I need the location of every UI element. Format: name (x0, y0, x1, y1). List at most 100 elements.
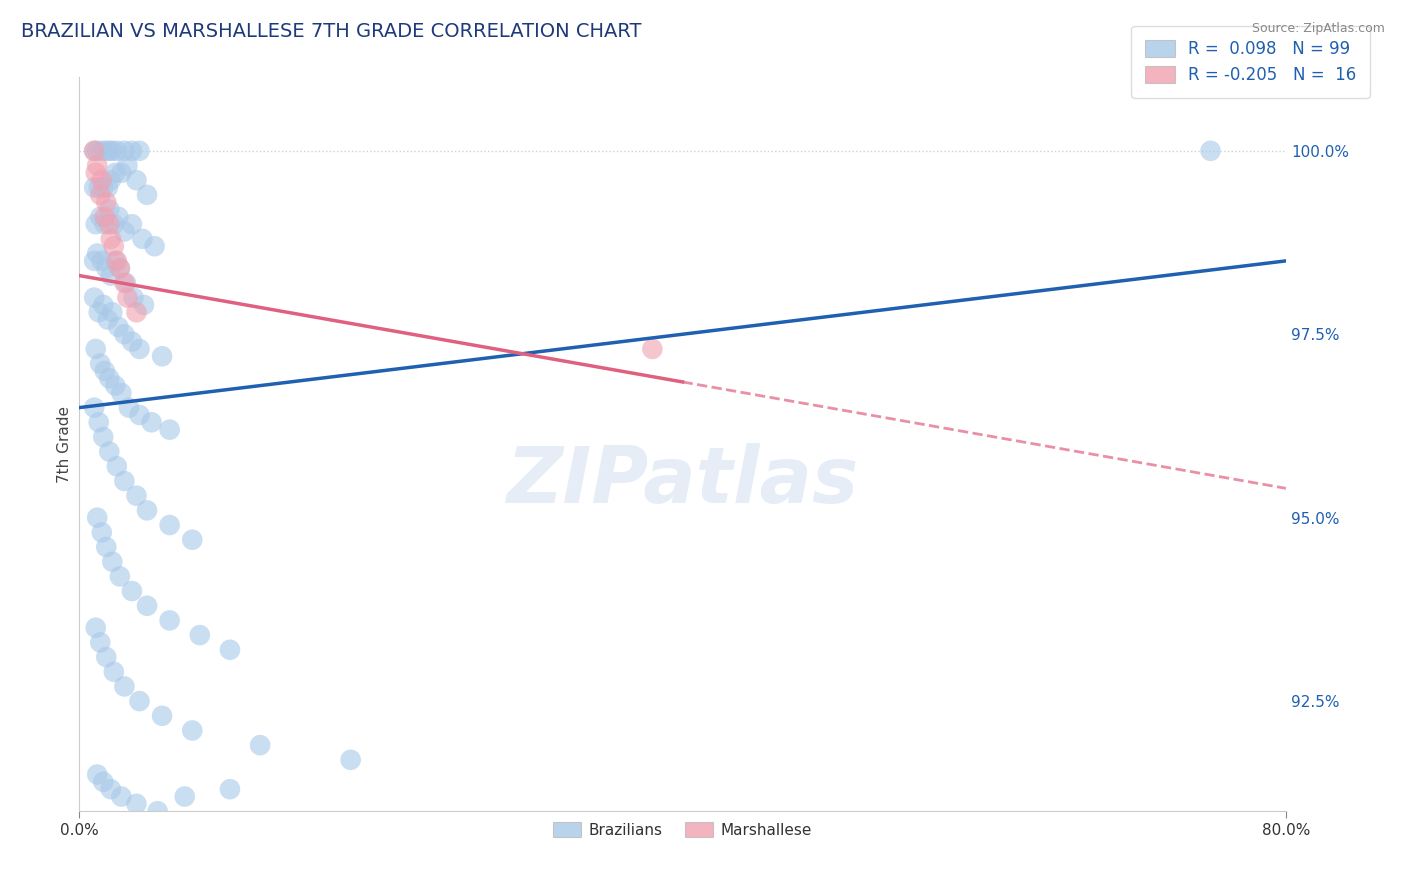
Point (249, 738, 271, 752)
Point (98, 144, 121, 158)
Point (110, 789, 132, 804)
Point (181, 723, 204, 738)
Point (112, 225, 135, 239)
Point (98, 202, 121, 217)
Point (219, 782, 242, 797)
Point (96, 650, 118, 665)
Point (84, 342, 107, 356)
Point (110, 386, 132, 401)
Point (108, 569, 131, 583)
Point (105, 459, 128, 474)
Point (159, 423, 181, 437)
Point (83, 253, 105, 268)
Point (121, 334, 143, 349)
Point (122, 291, 145, 305)
Point (132, 298, 155, 312)
Point (141, 415, 163, 429)
Point (98, 444, 121, 458)
Point (108, 261, 131, 276)
Point (112, 276, 135, 290)
Point (107, 210, 129, 224)
Point (115, 276, 138, 290)
Point (89, 635, 111, 649)
Text: BRAZILIAN VS MARSHALLESE 7TH GRADE CORRELATION CHART: BRAZILIAN VS MARSHALLESE 7TH GRADE CORRE… (21, 22, 641, 41)
Point (100, 268, 122, 283)
Point (121, 144, 143, 158)
Point (84, 166, 107, 180)
Point (83, 144, 105, 158)
Point (98, 371, 121, 385)
Text: Source: ZipAtlas.com: Source: ZipAtlas.com (1251, 22, 1385, 36)
Point (86, 246, 108, 260)
Point (97, 180, 120, 194)
Point (84, 217, 107, 231)
Point (146, 804, 169, 818)
Point (94, 210, 117, 224)
Point (101, 555, 124, 569)
Point (100, 782, 122, 797)
Point (100, 173, 122, 187)
Point (91, 298, 114, 312)
Point (188, 628, 211, 642)
Point (100, 232, 122, 246)
Point (128, 342, 150, 356)
Point (86, 767, 108, 781)
Point (173, 789, 195, 804)
Point (107, 319, 129, 334)
Point (84, 621, 107, 635)
Point (103, 665, 125, 679)
Point (150, 349, 173, 363)
Point (104, 253, 127, 268)
Point (87, 180, 110, 194)
Point (89, 210, 111, 224)
Point (117, 291, 139, 305)
Point (87, 305, 110, 319)
Point (86, 144, 108, 158)
Point (89, 187, 111, 202)
Point (641, 342, 664, 356)
Point (87, 415, 110, 429)
Point (112, 144, 135, 158)
Point (112, 680, 135, 694)
Point (136, 187, 159, 202)
Point (90, 253, 112, 268)
Point (112, 327, 135, 342)
Point (94, 364, 117, 378)
Point (125, 305, 148, 319)
Point (125, 173, 148, 187)
Point (108, 261, 131, 276)
Point (136, 599, 159, 613)
Point (118, 401, 141, 415)
Point (104, 166, 127, 180)
Point (86, 159, 108, 173)
Point (96, 261, 118, 276)
Point (103, 217, 125, 231)
Point (83, 180, 105, 194)
Point (90, 173, 112, 187)
Point (143, 239, 166, 253)
Point (121, 584, 143, 599)
Point (91, 430, 114, 444)
Point (131, 232, 153, 246)
Legend: Brazilians, Marshallese: Brazilians, Marshallese (547, 815, 818, 844)
Point (83, 291, 105, 305)
Point (117, 159, 139, 173)
Point (103, 239, 125, 253)
Point (105, 144, 128, 158)
Y-axis label: 7th Grade: 7th Grade (58, 406, 72, 483)
Point (90, 525, 112, 540)
Point (96, 144, 118, 158)
Point (159, 614, 181, 628)
Point (125, 797, 148, 811)
Point (219, 642, 242, 657)
Point (96, 540, 118, 554)
Point (89, 357, 111, 371)
Point (159, 518, 181, 533)
Point (110, 166, 132, 180)
Point (101, 305, 124, 319)
Point (97, 312, 120, 326)
Point (104, 378, 127, 392)
Point (83, 401, 105, 415)
Point (128, 694, 150, 708)
Point (128, 408, 150, 422)
